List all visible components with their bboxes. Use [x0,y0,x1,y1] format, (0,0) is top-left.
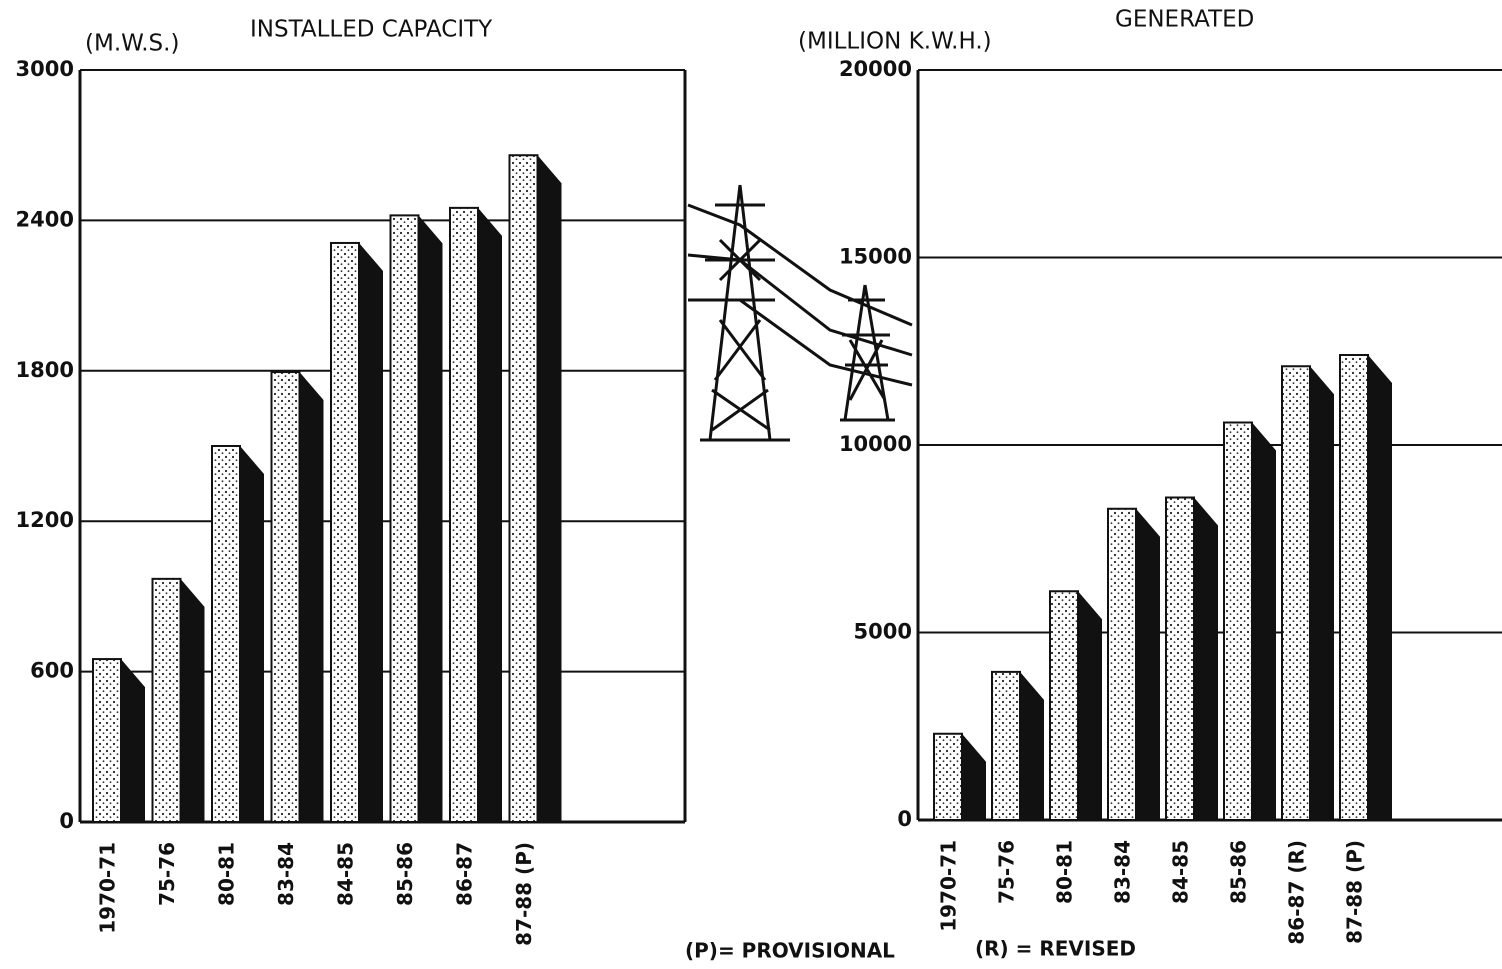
bar-shadow [419,215,443,822]
bar [1108,509,1136,820]
y-tick-label: 5000 [854,620,912,644]
bar-shadow [359,243,383,822]
x-tick-label: 83-84 [1111,840,1135,904]
bar-shadow [121,659,145,822]
x-tick-label: 1970-71 [937,840,961,932]
bar-shadow [300,372,324,822]
bar [450,208,478,822]
x-tick-label: 87-88 (P) [1343,840,1367,944]
x-tick-label: 83-84 [274,842,298,906]
y-tick-label: 2400 [16,207,74,231]
bar-shadow [1020,672,1044,820]
bar [510,155,538,822]
bar [992,672,1020,820]
y-axis-unit: (MILLION K.W.H.) [798,29,992,55]
bar [153,579,181,822]
y-tick-label: 600 [30,659,74,683]
bar [1224,423,1252,821]
bar-shadow [181,579,205,822]
y-tick-label: 1800 [16,358,74,382]
x-tick-label: 87-88 (P) [512,842,536,946]
bar [272,372,300,822]
bar [212,446,240,822]
footnote: (P)= PROVISIONAL [685,939,895,963]
pylon-illustration [688,185,912,440]
bar-shadow [1194,498,1218,821]
x-tick-label: 84-85 [1169,840,1193,904]
bar-shadow [478,208,502,822]
bar-shadow [1310,366,1334,820]
bar [331,243,359,822]
y-tick-label: 20000 [839,57,912,81]
bar [93,659,121,822]
x-tick-label: 84-85 [334,842,358,906]
bar [391,215,419,822]
bar [1282,366,1310,820]
bar-shadow [1368,355,1392,820]
x-tick-label: 80-81 [1053,840,1077,904]
chart-page: (M.W.S.) INSTALLED CAPACITY (MILLION K.W… [0,0,1502,969]
x-tick-label: 75-76 [155,842,179,906]
y-tick-label: 1200 [16,508,74,532]
y-tick-label: 10000 [839,432,912,456]
x-tick-label: 86-87 [453,842,477,906]
bar-shadow [962,734,986,820]
x-tick-label: 75-76 [995,840,1019,904]
bar [1340,355,1368,820]
y-tick-label: 0 [897,807,912,831]
y-tick-label: 15000 [839,245,912,269]
bar [1166,498,1194,821]
chart-title: GENERATED [1115,7,1254,33]
bar-shadow [538,155,562,822]
footnote: (R) = REVISED [975,937,1136,961]
bar [934,734,962,820]
bar-shadow [1136,509,1160,820]
y-tick-label: 0 [59,809,74,833]
chart-title: INSTALLED CAPACITY [250,17,493,43]
y-axis-unit: (M.W.S.) [85,31,179,57]
bar-shadow [1252,423,1276,821]
x-tick-label: 85-86 [393,842,417,906]
bar [1050,591,1078,820]
x-tick-label: 85-86 [1227,840,1251,904]
x-tick-label: 80-81 [215,842,239,906]
bar-shadow [1078,591,1102,820]
bar-shadow [240,446,264,822]
x-tick-label: 1970-71 [96,842,120,934]
x-tick-label: 86-87 (R) [1285,840,1309,945]
y-tick-label: 3000 [16,57,74,81]
